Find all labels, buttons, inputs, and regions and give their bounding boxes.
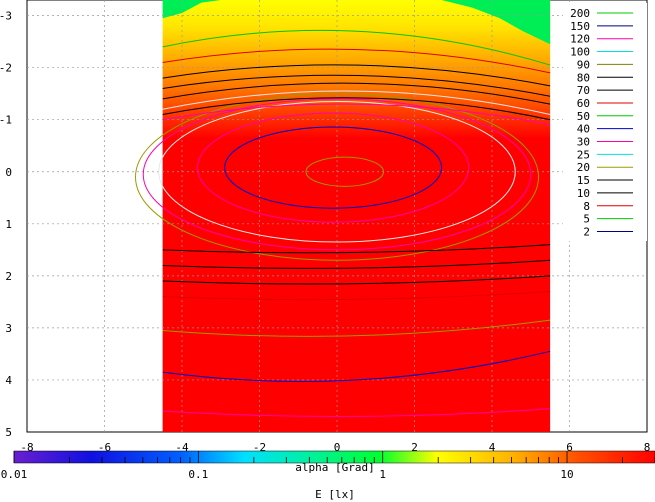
contour-line: [162, 350, 551, 382]
x-tick-label: 0: [334, 441, 341, 454]
contour-line: [162, 82, 551, 105]
x-axis-label: alpha [Grad]: [295, 461, 374, 474]
legend-label: 20: [577, 161, 590, 174]
legend-label: 60: [577, 97, 590, 110]
legend-label: 80: [577, 71, 590, 84]
x-tick-label: 2: [411, 441, 418, 454]
contour-line: [162, 74, 551, 97]
contour-line: [162, 408, 551, 417]
colorbar-tick-label: 0.01: [1, 468, 28, 481]
legend-label: 200: [570, 7, 590, 20]
contour-line: [142, 98, 532, 251]
y-tick-label: -3: [0, 10, 12, 23]
contour-lines: [135, 29, 551, 417]
y-tick-label: 0: [5, 166, 12, 179]
y-tick-label: -2: [0, 62, 12, 75]
y-tick-label: 3: [5, 322, 12, 335]
legend-box: [563, 3, 647, 241]
legend-label: 120: [570, 33, 590, 46]
legend-label: 100: [570, 46, 590, 59]
legend-label: 30: [577, 136, 590, 149]
x-tick-label: 8: [644, 441, 651, 454]
contour-line: [162, 48, 551, 74]
legend-label: 40: [577, 123, 590, 136]
colorbar-label: E [lx]: [315, 488, 355, 501]
legend-label: 2: [583, 225, 590, 238]
green-region-left: [162, 0, 221, 19]
x-tick-label: 4: [489, 441, 496, 454]
contour-line: [162, 97, 551, 121]
contour-line: [162, 259, 551, 269]
y-tick-label: 1: [5, 218, 12, 231]
contour-line: [162, 290, 551, 301]
y-tick-label: -1: [0, 114, 12, 127]
contour-line: [162, 319, 551, 337]
contour-line: [162, 103, 551, 126]
contour-line: [162, 275, 551, 285]
legend-label: 90: [577, 58, 590, 71]
colorbar-tick-label: 1: [379, 468, 386, 481]
legend-label: 25: [577, 148, 590, 161]
contour-line: [197, 112, 470, 223]
green-region-right: [441, 0, 551, 45]
y-tick-label: 4: [5, 374, 12, 387]
y-tick-label: 5: [5, 426, 12, 439]
contour-line: [224, 126, 443, 209]
y-tick-label: 2: [5, 270, 12, 283]
colorbar-ticks: 0.01 0.1 1 10: [1, 451, 655, 481]
colorbar-tick-label: 10: [560, 468, 573, 481]
contour-line: [162, 64, 551, 87]
contour-line: [135, 93, 539, 261]
legend-label: 5: [583, 213, 590, 226]
legend-label: 50: [577, 110, 590, 123]
contour-line: [162, 90, 551, 115]
heat-field-fill: [162, 0, 551, 432]
contour-line: [158, 100, 516, 243]
grid: [27, 0, 647, 432]
x-tick-label: 6: [566, 441, 573, 454]
heat-field: [162, 0, 551, 432]
legend-label: 150: [570, 20, 590, 33]
legend-label: 8: [583, 200, 590, 213]
legend-label: 15: [577, 174, 590, 187]
legend-label: 10: [577, 187, 590, 200]
colorbar-tick-label: 0.1: [188, 468, 208, 481]
legend-label: 70: [577, 84, 590, 97]
contour-line: [305, 156, 384, 187]
contour-line: [162, 244, 551, 254]
contour-line: [162, 29, 551, 66]
